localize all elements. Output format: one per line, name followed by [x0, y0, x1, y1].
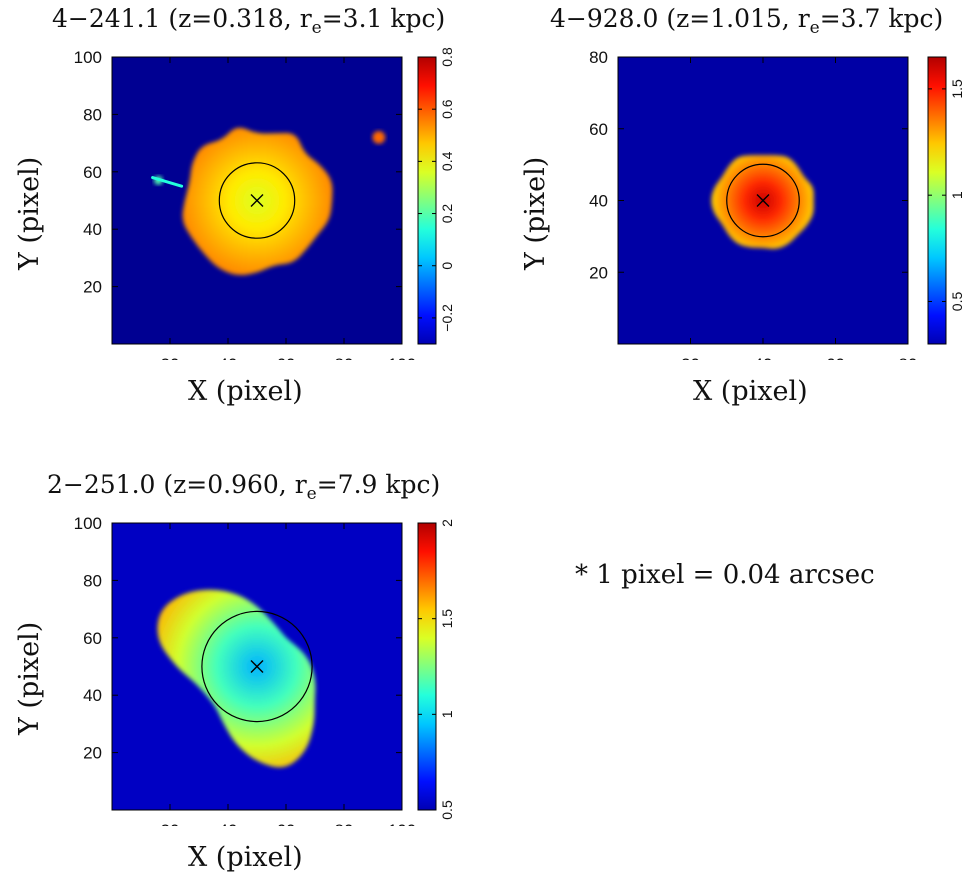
y-tick-label: 40 — [83, 220, 102, 239]
title-sub: e — [809, 18, 820, 38]
x-axis-label: X (pixel) — [188, 376, 303, 407]
title-suffix: =3.7 kpc) — [819, 4, 944, 33]
x-tick-label: 60 — [277, 355, 296, 360]
effective-radius-circle — [726, 163, 800, 238]
heatmap-chart-2: 20 40 60 80 20 40 60 80 0.5 1 1.5 — [589, 48, 965, 360]
y-tick-label: 60 — [83, 629, 102, 648]
title-sub: e — [311, 18, 322, 38]
colorbar-tick-label: 1 — [439, 710, 455, 718]
x-axis-label: X (pixel) — [693, 376, 808, 407]
center-marker — [756, 194, 770, 207]
title-sub: e — [306, 484, 317, 504]
y-tick-label: 20 — [589, 263, 608, 282]
colorbar-tick-label: 0.2 — [439, 204, 455, 224]
colorbar-tick-label: 1.5 — [439, 609, 455, 629]
x-tick-label: 20 — [681, 355, 700, 360]
title-suffix: =7.9 kpc) — [316, 470, 441, 499]
x-tick-label: 80 — [335, 355, 354, 360]
colorbar-tick-label: 0.4 — [439, 151, 455, 171]
x-axis-label: X (pixel) — [188, 842, 303, 873]
effective-radius-circle — [218, 162, 296, 239]
y-tick-label: 20 — [83, 278, 102, 297]
center-marker — [250, 660, 264, 673]
title-prefix: 4−241.1 (z=0.318, r — [52, 4, 312, 33]
tidal-feature — [151, 176, 184, 188]
heatmap-chart-1: 20 40 60 80 100 20 40 60 80 100 −0.2 0 0.2 0.4 0.6 0.8 — [74, 47, 455, 360]
x-tick-label: 80 — [335, 821, 354, 826]
x-tick-label: 60 — [277, 821, 296, 826]
title-prefix: 2−251.0 (z=0.960, r — [47, 470, 307, 499]
colorbar-tick-label: −0.2 — [439, 304, 455, 332]
x-tick-label: 100 — [388, 821, 416, 826]
colorbar-tick-label: 1.5 — [949, 79, 965, 99]
y-tick-label: 60 — [83, 163, 102, 182]
y-tick-label: 20 — [83, 744, 102, 763]
panel-title: 4−241.1 (z=0.318, re=3.1 kpc) — [52, 4, 445, 38]
pixel-scale-note: * 1 pixel = 0.04 arcsec — [575, 560, 875, 590]
colorbar-tick-label: 0.5 — [949, 292, 965, 312]
y-tick-label: 80 — [589, 48, 608, 67]
colorbar — [417, 522, 437, 811]
y-tick-label: 40 — [83, 686, 102, 705]
y-tick-label: 100 — [74, 48, 102, 67]
y-tick-label: 80 — [83, 105, 102, 124]
colorbar — [927, 56, 947, 345]
x-tick-label: 40 — [219, 355, 238, 360]
colorbar-tick-label: 2 — [439, 519, 455, 527]
x-tick-label: 40 — [754, 355, 773, 360]
colorbar — [417, 56, 437, 345]
colorbar-tick-label: 0.5 — [439, 800, 455, 820]
colorbar-tick-label: 1 — [949, 191, 965, 199]
y-axis-label: Y (pixel) — [14, 156, 45, 270]
x-tick-label: 100 — [388, 355, 416, 360]
center-marker — [250, 194, 264, 207]
y-tick-label: 60 — [589, 120, 608, 139]
y-axis-label: Y (pixel) — [14, 621, 45, 735]
y-tick-label: 40 — [589, 192, 608, 211]
colorbar-tick-label: 0 — [439, 262, 455, 270]
y-axis-label: Y (pixel) — [520, 156, 551, 270]
x-tick-label: 80 — [899, 355, 918, 360]
heatmap-chart-3: 20 40 60 80 100 20 40 60 80 100 0.5 1 1.5 2 — [74, 514, 455, 826]
colorbar-tick-label: 0.8 — [439, 47, 455, 67]
panel-title: 4−928.0 (z=1.015, re=3.7 kpc) — [550, 4, 943, 38]
x-tick-label: 40 — [219, 821, 238, 826]
panel-title: 2−251.0 (z=0.960, re=7.9 kpc) — [47, 470, 440, 504]
secondary-source — [372, 130, 386, 144]
title-prefix: 4−928.0 (z=1.015, r — [550, 4, 810, 33]
y-tick-label: 100 — [74, 514, 102, 533]
x-tick-label: 60 — [826, 355, 845, 360]
colorbar-tick-label: 0.6 — [439, 99, 455, 119]
x-tick-label: 20 — [161, 355, 180, 360]
galaxy-blob — [157, 589, 316, 768]
title-suffix: =3.1 kpc) — [321, 4, 446, 33]
y-tick-label: 80 — [83, 571, 102, 590]
x-tick-label: 20 — [161, 821, 180, 826]
effective-radius-circle — [201, 610, 313, 723]
